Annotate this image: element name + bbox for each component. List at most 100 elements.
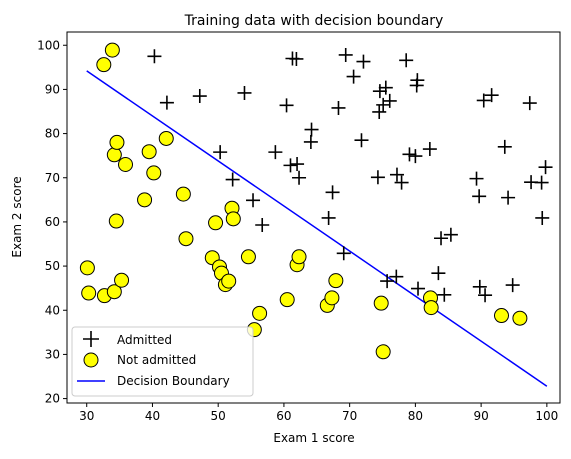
legend: Admitted Not admitted Decision Boundary [71,326,254,397]
admitted-point [472,189,487,204]
not-admitted-point [512,310,528,326]
admitted-point [408,149,423,164]
y-tick-label: 70 [45,171,60,185]
admitted-point [237,85,252,100]
admitted-point [147,49,162,64]
admitted-point [399,53,414,68]
circle-marker-icon [83,352,99,368]
admitted-point [289,51,304,66]
admitted-point [304,122,319,137]
admitted-point [380,274,395,289]
admitted-point [538,160,553,175]
admitted-point [422,142,437,157]
decision-boundary-line [86,70,548,387]
y-tick-label: 20 [45,392,60,406]
admitted-point [382,93,397,108]
admitted-point [378,80,393,95]
x-tick-label: 70 [342,409,357,423]
admitted-point [410,73,425,88]
x-tick-label: 80 [408,409,423,423]
axes-frame [66,31,561,404]
x-tick-label: 100 [535,409,558,423]
not-admitted-point [279,292,295,308]
not-admitted-point [208,215,224,231]
admitted-point [370,170,385,185]
not-admitted-point [96,57,112,73]
legend-item-decision-boundary: Decision Boundary [77,374,230,388]
plot-area [79,42,553,387]
legend-label: Not admitted [117,353,196,367]
admitted-point [192,89,207,104]
legend-label: Decision Boundary [117,374,230,388]
admitted-point [372,84,387,99]
not-admitted-point [79,260,95,276]
not-admitted-point [137,192,153,208]
not-admitted-point [146,165,162,181]
admitted-point [389,269,404,284]
not-admitted-point [375,344,391,360]
admitted-point [159,95,174,110]
legend-item-admitted: Admitted [83,331,172,347]
y-axis: 20 30 40 50 60 70 80 90 100 [37,38,67,406]
admitted-point [469,171,484,186]
not-admitted-point [221,273,237,289]
admitted-point [394,175,409,190]
y-tick-label: 60 [45,215,60,229]
admitted-point [522,96,537,111]
admitted-point [290,157,305,172]
not-admitted-point [373,295,389,311]
not-admitted-point [81,285,97,301]
x-tick-label: 40 [145,409,160,423]
not-admitted-point [328,273,344,289]
x-tick-label: 90 [473,409,488,423]
admitted-point [246,193,261,208]
y-tick-label: 40 [45,303,60,317]
x-axis: 30 40 50 60 70 80 90 100 [79,403,558,423]
not-admitted-point [252,305,268,321]
not-admitted-point [106,284,122,300]
admitted-point [431,266,446,281]
not-admitted-point [493,308,509,324]
admitted-point [472,279,487,294]
admitted-point [255,218,270,233]
x-tick-label: 50 [211,409,226,423]
admitted-point [535,210,550,225]
legend-box [71,326,254,397]
not-admitted-point [423,300,439,316]
admitted-point [303,134,318,149]
admitted-point [402,147,417,162]
not-admitted-point [118,157,134,172]
not-admitted-point [291,249,307,265]
admitted-point [225,172,240,187]
plus-marker-icon [83,331,99,347]
not-admitted-point [178,231,194,247]
admitted-point [292,170,307,185]
not-admitted-point [225,211,241,227]
x-axis-label: Exam 1 score [273,431,354,445]
chart-title: Training data with decision boundary [184,13,444,29]
admitted-point [437,287,452,302]
admitted-point [389,167,404,182]
admitted-point [338,47,353,62]
admitted-point [346,69,361,84]
admitted-point [268,145,283,160]
not-admitted-point [175,186,191,202]
admitted-point [283,158,298,173]
y-tick-label: 80 [45,127,60,141]
admitted-point [443,227,458,242]
x-tick-label: 30 [79,409,94,423]
not-admitted-point [104,42,120,58]
not-admitted-point [109,134,125,150]
admitted-point [213,145,228,160]
not-admitted-point [108,213,124,229]
not-admitted-point [158,130,174,146]
admitted-point [505,278,520,293]
x-tick-label: 60 [276,409,291,423]
legend-item-not-admitted: Not admitted [83,352,196,368]
admitted-point [356,54,371,69]
not-admitted-point [106,147,122,163]
admitted-point [411,281,426,296]
admitted-point [331,100,346,115]
admitted-point [501,190,516,205]
